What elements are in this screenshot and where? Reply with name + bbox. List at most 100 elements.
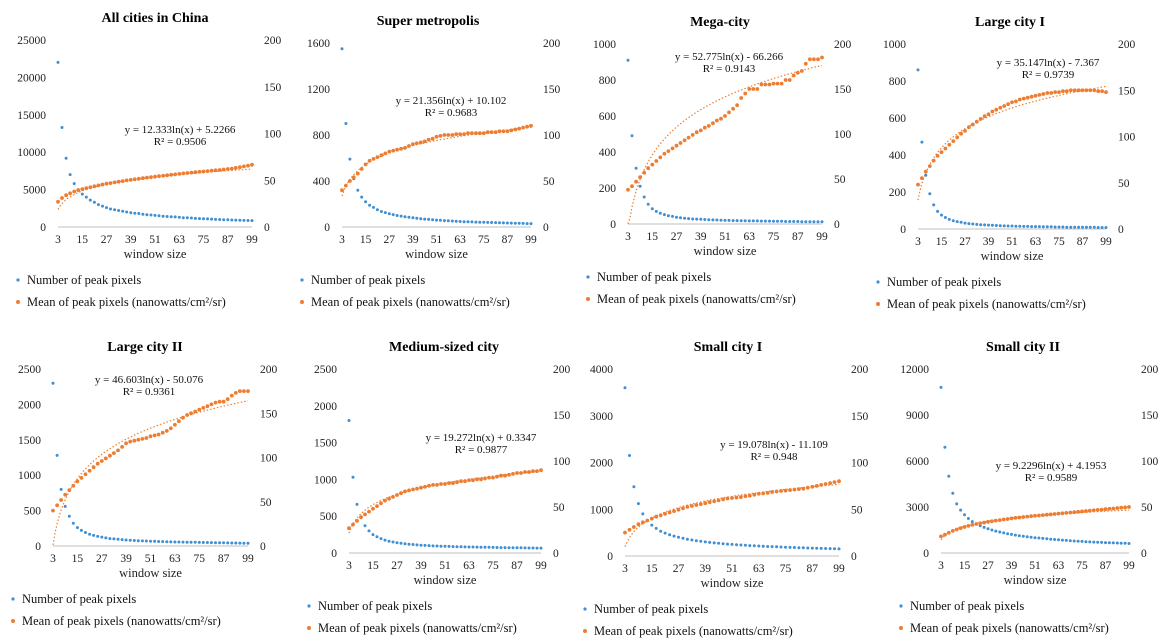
mean-point — [1068, 510, 1073, 515]
mean-point — [136, 176, 141, 181]
mean-point — [375, 504, 379, 508]
count-point — [768, 219, 771, 223]
mean-point — [947, 142, 952, 147]
mean-point — [477, 131, 482, 136]
mean-point — [95, 461, 100, 466]
mean-point — [426, 137, 431, 142]
mean-point — [104, 181, 109, 186]
count-point — [662, 213, 666, 217]
mean-point — [156, 432, 161, 437]
count-point — [129, 211, 133, 215]
mean-point — [1072, 510, 1077, 515]
y-left-tick-label: 0 — [923, 548, 929, 560]
mean-point — [355, 171, 360, 176]
count-point — [699, 217, 703, 221]
y-right-tick-label: 150 — [1118, 85, 1136, 97]
y-right-tick-label: 0 — [264, 222, 270, 234]
mean-point — [694, 503, 699, 507]
count-point — [797, 546, 801, 550]
count-point — [63, 504, 67, 508]
count-point — [205, 541, 209, 544]
count-point — [1022, 224, 1026, 228]
count-point — [157, 540, 161, 543]
count-point — [173, 215, 177, 219]
y-left-tick-label: 200 — [889, 187, 907, 199]
y-right-tick-label: 0 — [543, 222, 549, 234]
mean-point — [1005, 517, 1010, 521]
mean-point — [64, 193, 68, 198]
y-right-tick-label: 100 — [543, 130, 561, 142]
count-point — [1045, 537, 1049, 541]
count-point — [796, 220, 800, 223]
mean-point — [1052, 512, 1057, 516]
mean-point — [1103, 507, 1108, 512]
count-point — [1021, 534, 1025, 538]
count-point — [784, 545, 787, 549]
count-point — [521, 221, 525, 225]
mean-point — [193, 170, 198, 175]
mean-point — [246, 389, 250, 393]
x-tick-label: 87 — [218, 553, 230, 565]
count-point — [687, 217, 691, 221]
mean-point — [51, 508, 55, 513]
count-point — [136, 539, 140, 543]
mean-point — [967, 125, 971, 130]
count-point — [775, 545, 779, 549]
mean-point — [359, 167, 364, 171]
mean-point — [193, 409, 198, 414]
mean-point — [797, 487, 801, 491]
mean-point — [814, 484, 819, 488]
count-point — [763, 219, 767, 223]
count-point — [503, 546, 507, 550]
mean-point — [707, 500, 712, 505]
mean-point — [686, 135, 691, 140]
mean-point — [529, 123, 533, 128]
legend-mean-label: Mean of peak pixels (nanowatts/cm²/sr) — [887, 297, 1086, 311]
count-point — [399, 541, 403, 545]
y-right-tick-label: 50 — [1141, 502, 1153, 514]
mean-point — [439, 482, 443, 486]
count-point — [230, 218, 234, 222]
mean-point — [435, 483, 439, 487]
mean-point — [723, 114, 727, 118]
x-tick-label: 99 — [246, 234, 258, 246]
mean-point — [67, 488, 72, 493]
count-point — [348, 157, 352, 161]
mean-point — [1123, 505, 1127, 510]
count-point — [638, 184, 642, 188]
y-left-tick-label: 1000 — [18, 470, 41, 482]
count-point — [415, 543, 419, 547]
count-point — [784, 220, 788, 223]
fit-r2: R² = 0.948 — [750, 451, 798, 463]
count-point — [124, 538, 128, 542]
count-point — [51, 381, 55, 385]
count-point — [101, 204, 104, 208]
legend-count-label: Number of peak pixels — [27, 273, 141, 287]
x-tick-label: 75 — [1076, 560, 1088, 572]
y-right-tick-label: 0 — [851, 551, 857, 563]
count-point — [739, 543, 743, 547]
count-point — [936, 209, 940, 213]
count-point — [816, 220, 820, 224]
count-point — [202, 217, 205, 221]
count-point — [250, 219, 254, 223]
count-point — [837, 547, 841, 551]
mean-point — [1076, 88, 1081, 93]
count-point — [177, 540, 181, 544]
y-left-tick-label: 2500 — [314, 364, 337, 376]
legend-mean-label: Mean of peak pixels (nanowatts/cm²/sr) — [311, 295, 510, 309]
mean-point — [485, 130, 490, 135]
mean-point — [157, 174, 161, 179]
x-tick-label: 87 — [1100, 560, 1112, 572]
count-point — [466, 220, 470, 224]
count-point — [779, 545, 783, 549]
count-point — [230, 541, 234, 545]
x-tick-label: 75 — [478, 234, 490, 246]
y-left-tick-label: 5000 — [23, 185, 46, 197]
count-point — [966, 517, 970, 520]
y-left-tick-label: 2500 — [18, 364, 41, 376]
mean-point — [787, 78, 792, 82]
count-point — [92, 200, 96, 204]
count-point — [407, 542, 411, 546]
count-point — [387, 539, 391, 543]
